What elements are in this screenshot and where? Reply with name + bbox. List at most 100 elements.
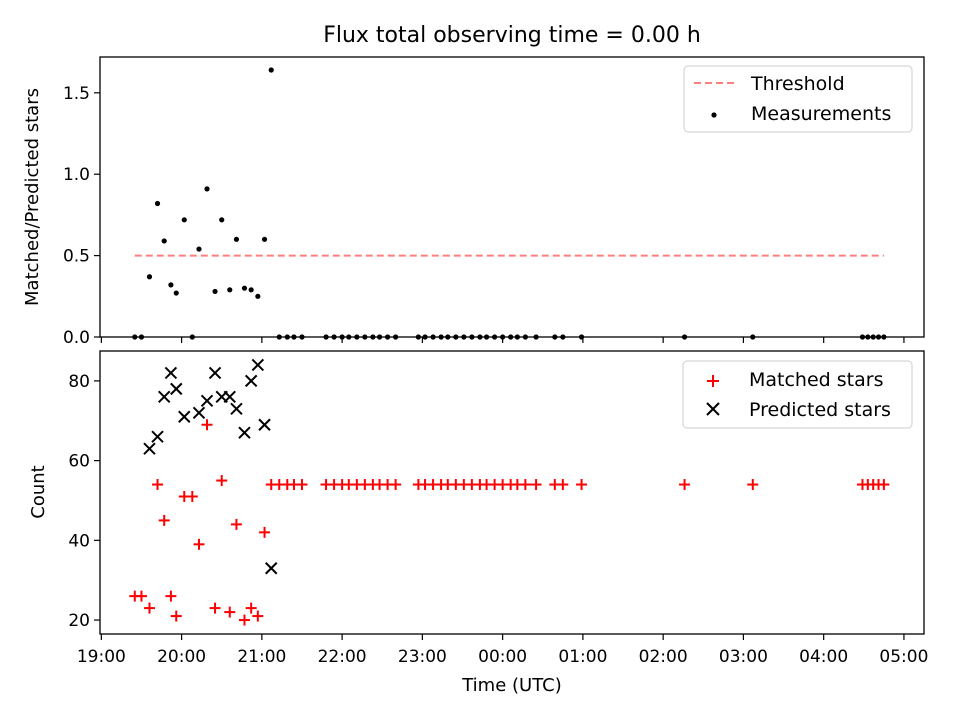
- x-axis-label: Time (UTC): [461, 675, 562, 696]
- measurement-point: [161, 238, 167, 244]
- ratio-panel: 0.0 0.5 1.0 1.5 Matched/Predicted stars Thr…: [22, 56, 925, 348]
- measurement-point: [241, 285, 248, 291]
- measurement-point: [168, 282, 174, 288]
- ratio-x-axis-ticks: [100, 337, 905, 343]
- x-tick-label: 01:00: [558, 647, 607, 667]
- matched-star-point: [238, 614, 250, 626]
- predicted-star-mark-b: [164, 366, 178, 380]
- matched-star-point: [224, 606, 236, 618]
- predicted-star-point: [258, 418, 271, 431]
- predicted-star-point: [170, 382, 183, 396]
- matched-star-point: [170, 610, 182, 622]
- predicted-star-mark-b: [238, 426, 251, 439]
- count-y-axis-ticks: 20 40 60 80: [68, 372, 100, 631]
- matched-star-point: [530, 479, 542, 491]
- measurement-point: [196, 246, 202, 252]
- predicted-star-point: [251, 358, 265, 372]
- count-plot-frame: [99, 350, 925, 635]
- predicted-star-mark-b: [178, 410, 191, 423]
- measurement-point: [204, 186, 210, 192]
- predicted-star-mark-b: [258, 418, 271, 431]
- count-points-layer: [129, 358, 890, 626]
- matched-star-point: [143, 602, 155, 614]
- count-legend-box: [682, 360, 913, 429]
- count-legend: Matched stars Predicted stars: [682, 360, 913, 429]
- predicted-star-point: [238, 426, 251, 439]
- ratio-y-tick-label: 0.5: [63, 247, 90, 267]
- predicted-star-point: [164, 366, 178, 380]
- matched-star-point: [296, 479, 308, 491]
- x-tick-label: 20:00: [157, 647, 206, 667]
- predicted-star-mark-b: [265, 562, 278, 575]
- x-tick-label: 03:00: [719, 647, 768, 667]
- matched-star-point: [230, 518, 242, 530]
- legend-measurements-label: Measurements: [751, 103, 891, 125]
- predicted-star-point: [192, 406, 206, 419]
- ratio-y-axis-ticks: 0.0 0.5 1.0 1.5: [63, 84, 100, 348]
- predicted-star-mark-b: [200, 394, 214, 408]
- predicted-star-mark-b: [251, 358, 265, 372]
- predicted-star-point: [158, 390, 171, 404]
- matched-star-point: [557, 479, 569, 491]
- count-panel: 20 40 60 80 19:00 20:00 21:00 22:00 23:00 00:00 0…: [28, 350, 928, 696]
- matched-star-point: [186, 490, 198, 502]
- measurement-point: [248, 287, 254, 293]
- x-tick-label: 23:00: [398, 647, 447, 667]
- matched-star-point: [152, 479, 164, 491]
- x-tick-label: 19:00: [77, 647, 126, 667]
- predicted-star-point: [230, 402, 243, 416]
- measurement-point: [261, 236, 268, 242]
- measurement-point: [255, 293, 261, 299]
- measurement-point: [268, 67, 274, 73]
- ratio-legend-box: [683, 65, 913, 133]
- count-y-tick-label: 40: [68, 531, 90, 551]
- predicted-star-mark-b: [230, 402, 243, 416]
- ratio-plot-frame: [99, 56, 925, 338]
- legend-matched-label: Matched stars: [749, 369, 883, 391]
- predicted-star-mark-b: [223, 390, 236, 404]
- matched-star-point: [158, 514, 170, 526]
- predicted-star-mark-b: [208, 366, 222, 380]
- matched-star-point: [252, 610, 264, 622]
- chart-title: Flux total observing time = 0.00 h: [323, 23, 701, 48]
- matched-star-point: [245, 602, 257, 614]
- legend-matched-swatch: [707, 375, 719, 387]
- measurement-point: [219, 217, 225, 223]
- predicted-star-point: [151, 430, 164, 443]
- ratio-y-axis-label: Matched/Predicted stars: [22, 88, 43, 306]
- matched-star-point: [216, 475, 228, 487]
- x-tick-label: 00:00: [478, 647, 527, 667]
- matched-star-point: [878, 479, 890, 491]
- predicted-star-mark-b: [170, 382, 183, 396]
- predicted-star-mark-b: [158, 390, 171, 404]
- legend-measurements-swatch: [711, 112, 717, 118]
- x-tick-label: 04:00: [799, 647, 848, 667]
- ratio-y-tick-label: 0.0: [63, 328, 90, 348]
- matched-star-point: [209, 602, 221, 614]
- ratio-legend: Threshold Measurements: [683, 65, 913, 133]
- matched-star-point: [679, 479, 691, 491]
- legend-predicted-swatch: [706, 402, 720, 416]
- predicted-star-mark-b: [151, 430, 164, 443]
- measurement-point: [212, 288, 218, 295]
- matched-star-point: [193, 538, 205, 550]
- matched-star-point: [165, 590, 177, 602]
- predicted-star-point: [244, 374, 258, 388]
- predicted-star-point: [178, 410, 191, 423]
- ratio-y-tick-label: 1.5: [63, 84, 90, 104]
- predicted-star-point: [223, 390, 236, 404]
- matched-star-point: [259, 526, 271, 538]
- measurement-point: [154, 200, 161, 207]
- legend-predicted-label: Predicted stars: [749, 399, 891, 421]
- count-y-tick-label: 20: [68, 611, 90, 631]
- legend-threshold-label: Threshold: [750, 73, 845, 95]
- matched-star-point: [135, 590, 147, 602]
- matched-star-point: [576, 479, 588, 491]
- predicted-star-point: [265, 562, 278, 575]
- predicted-star-mark-b: [192, 406, 206, 419]
- predicted-star-point: [200, 394, 214, 408]
- x-tick-label: 02:00: [639, 647, 688, 667]
- count-y-axis-label: Count: [28, 465, 49, 518]
- measurement-point: [173, 290, 179, 296]
